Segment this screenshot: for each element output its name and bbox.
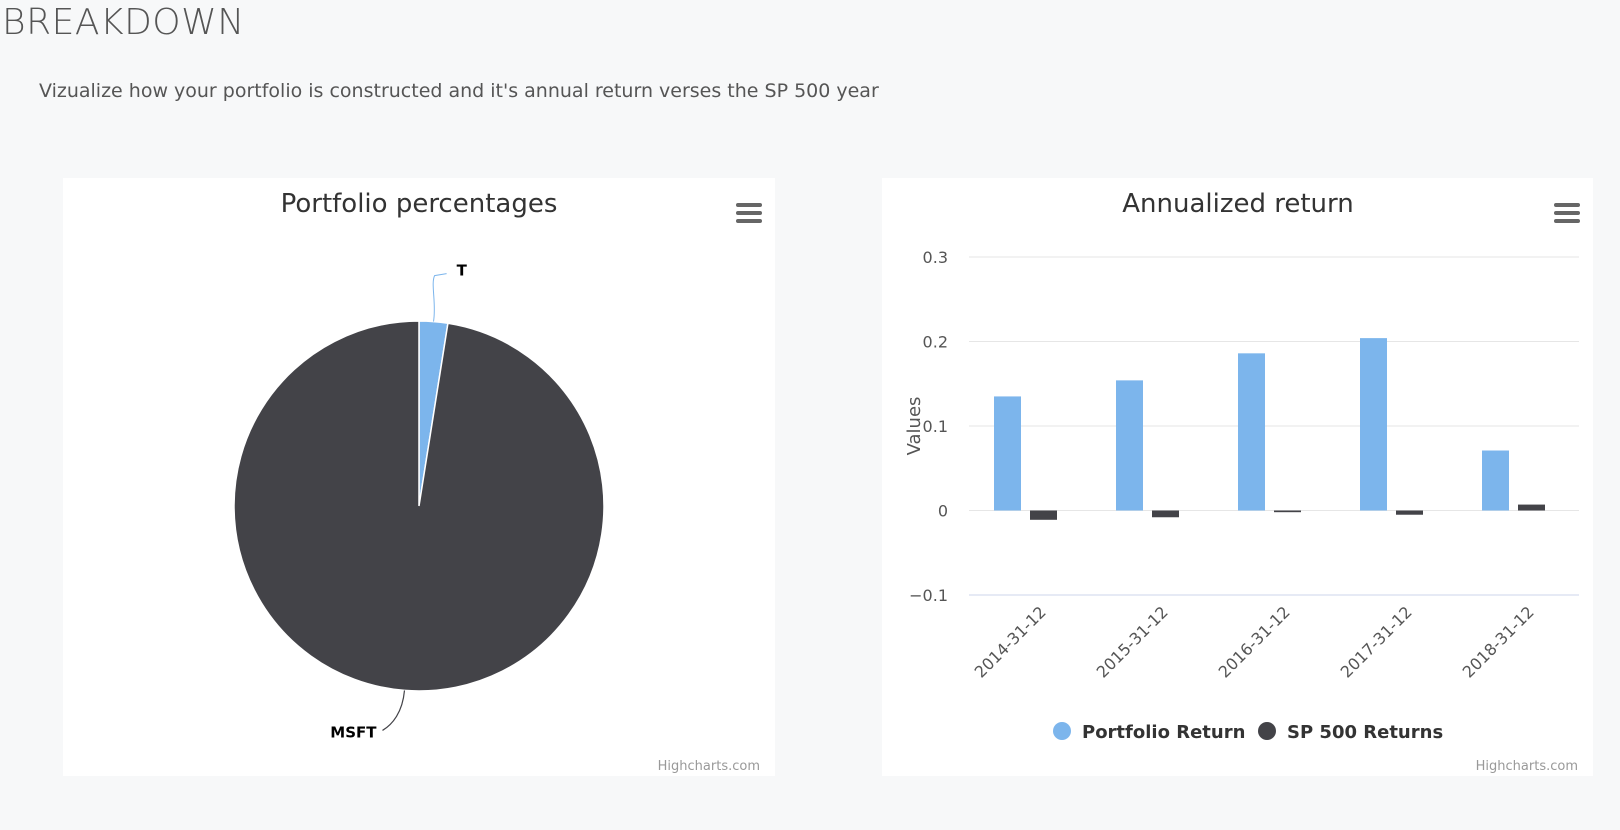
bar-sp500-2017-31-12[interactable]	[1396, 510, 1423, 515]
pie-connector-msft	[382, 690, 406, 731]
hamburger-menu-icon[interactable]	[731, 200, 767, 226]
x-tick-label: 2014-31-12	[971, 602, 1050, 681]
y-axis-title: Values	[904, 397, 925, 456]
bar-sp500-2015-31-12[interactable]	[1152, 510, 1179, 518]
pie-slice-msft[interactable]	[233, 320, 605, 692]
y-tick-label: −0.1	[909, 586, 948, 605]
x-axis-ticks: 2014-31-12 2015-31-12 2016-31-12 2017-31-12…	[971, 602, 1538, 681]
y-tick-label: 0.3	[923, 248, 948, 267]
bars	[994, 338, 1545, 520]
pie-labels: T MSFT	[330, 262, 467, 742]
portfolio-pie-chart-card: Portfolio percentages T MSFT Highcharts.c…	[63, 178, 775, 776]
legend-item-portfolio-return[interactable]: Portfolio Return	[1053, 722, 1245, 743]
bar-sp500-2016-31-12[interactable]	[1274, 510, 1301, 513]
x-tick-label: 2015-31-12	[1093, 602, 1172, 681]
grid-lines	[969, 256, 1579, 596]
legend-label: SP 500 Returns	[1287, 722, 1443, 743]
legend: Portfolio Return SP 500 Returns	[1053, 722, 1443, 743]
credits-link[interactable]: Highcharts.com	[1476, 759, 1578, 774]
pie-label-msft: MSFT	[330, 723, 377, 741]
y-tick-label: 0	[938, 502, 948, 521]
page-title: BREAKDOWN	[2, 2, 245, 43]
pie-connector-t	[432, 273, 447, 322]
page-subtitle: Vizualize how your portfolio is construc…	[39, 80, 879, 102]
y-tick-label: 0.2	[923, 333, 948, 352]
legend-item-sp500-returns[interactable]: SP 500 Returns	[1258, 722, 1443, 743]
bar-portfolio-2018-31-12[interactable]	[1482, 450, 1509, 511]
bar-sp500-2014-31-12[interactable]	[1030, 510, 1057, 520]
legend-label: Portfolio Return	[1082, 722, 1245, 743]
credits-link[interactable]: Highcharts.com	[658, 759, 760, 774]
bar-chart-svg: Annualized return 0.30.20.10−0.1 Values …	[904, 189, 1585, 774]
bar-portfolio-2017-31-12[interactable]	[1360, 338, 1387, 511]
annualized-return-chart-card: Annualized return 0.3 0.2 0.1 0 −0.1 Values …	[882, 178, 1593, 776]
bar-portfolio-2014-31-12[interactable]	[994, 396, 1021, 511]
bar-sp500-2018-31-12[interactable]	[1518, 504, 1545, 511]
pie-label-t: T	[457, 262, 468, 280]
y-tick-label: 0.1	[923, 417, 948, 436]
x-tick-label: 2018-31-12	[1459, 602, 1538, 681]
pie-chart-svg: Portfolio percentages T MSFT Highcharts.c…	[233, 189, 767, 774]
pie-slices	[233, 320, 605, 692]
bar-chart-title: Annualized return	[1122, 189, 1354, 219]
legend-marker-icon	[1053, 722, 1071, 740]
x-tick-label: 2017-31-12	[1337, 602, 1416, 681]
bar-portfolio-2016-31-12[interactable]	[1238, 353, 1265, 511]
x-tick-label: 2016-31-12	[1215, 602, 1294, 681]
legend-marker-icon	[1258, 722, 1276, 740]
hamburger-menu-icon[interactable]	[1549, 200, 1585, 226]
bar-portfolio-2015-31-12[interactable]	[1116, 380, 1143, 511]
pie-chart-title: Portfolio percentages	[281, 189, 558, 219]
y-axis-ticks: 0.3 0.2 0.1 0 −0.1	[909, 248, 948, 605]
